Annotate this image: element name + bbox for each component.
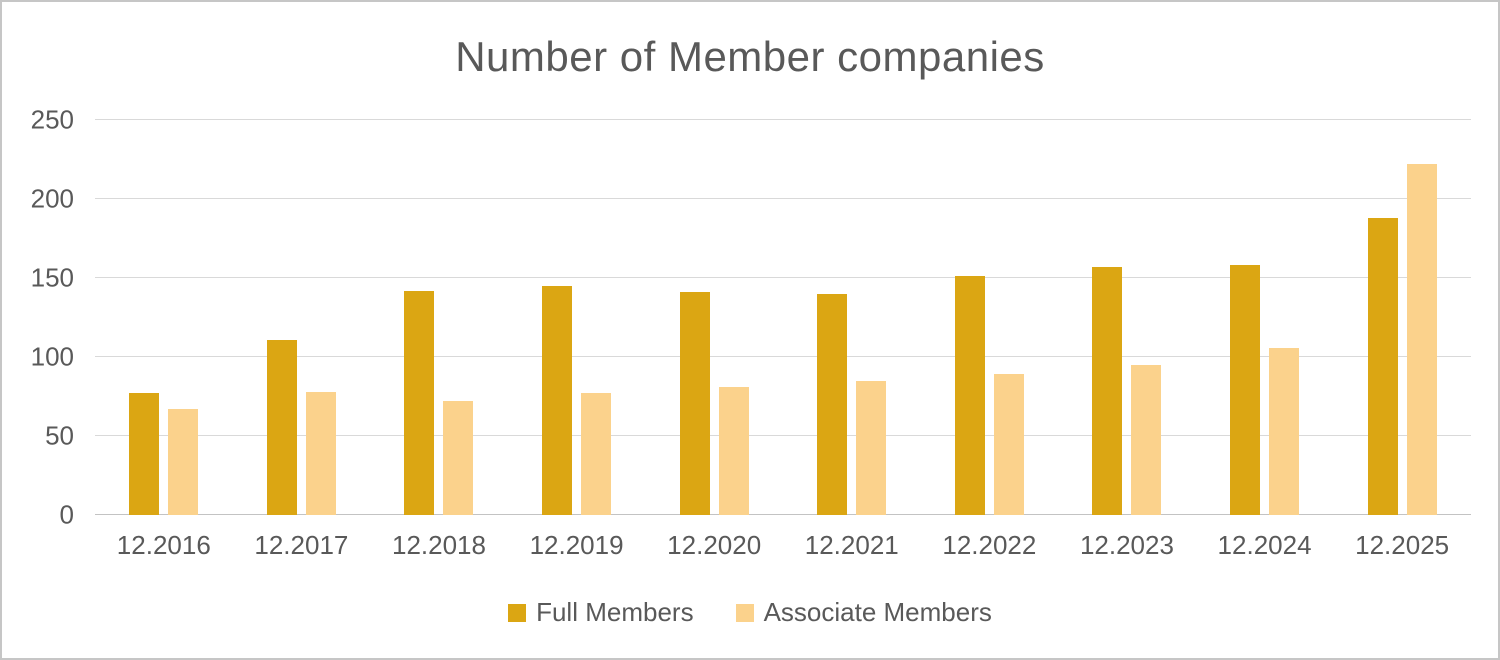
x-axis-tick-label: 12.2022	[942, 530, 1037, 560]
y-axis-tick-label: 50	[45, 420, 74, 451]
legend-swatch-associate-members-icon	[735, 603, 754, 622]
category-group	[233, 120, 371, 515]
y-axis-tick-label: 0	[59, 499, 74, 530]
x-axis-tick-label: 12.2025	[1355, 530, 1450, 560]
plot-area	[95, 119, 1471, 515]
bar-associate-members	[443, 401, 474, 515]
y-axis-tick-label: 250	[30, 104, 74, 135]
legend-item-full-members: Full Members	[508, 597, 694, 628]
bar-full-members	[1367, 217, 1398, 515]
x-axis-tick-label: 12.2018	[391, 530, 486, 560]
legend: Full Members Associate Members	[2, 597, 1498, 628]
y-axis-tick-label: 100	[30, 341, 74, 372]
bar-full-members	[404, 290, 435, 515]
bar-full-members	[266, 339, 297, 515]
legend-label-full-members: Full Members	[536, 597, 694, 627]
legend-swatch-full-members-icon	[508, 603, 527, 622]
legend-item-associate-members: Associate Members	[735, 597, 992, 628]
gridline	[95, 435, 1471, 436]
bar-associate-members	[1406, 164, 1437, 515]
x-axis-tick-label: 12.2023	[1079, 530, 1174, 560]
gridline	[95, 198, 1471, 199]
bar-full-members	[129, 393, 160, 515]
gridline	[95, 277, 1471, 278]
category-group	[783, 120, 921, 515]
category-group	[1058, 120, 1196, 515]
bar-full-members	[1230, 265, 1261, 515]
bar-associate-members	[718, 387, 749, 515]
x-axis-tick-label: 12.2024	[1217, 530, 1312, 560]
bar-full-members	[1092, 266, 1123, 515]
bars-container	[95, 120, 1471, 515]
gridline	[95, 119, 1471, 120]
bar-associate-members	[305, 391, 336, 515]
category-group	[95, 120, 233, 515]
category-group	[370, 120, 508, 515]
bar-associate-members	[581, 393, 612, 515]
x-axis-tick-label: 12.2017	[254, 530, 349, 560]
x-axis-tick-label: 12.2019	[529, 530, 624, 560]
bar-full-members	[954, 276, 985, 515]
category-group	[1333, 120, 1471, 515]
category-group	[508, 120, 646, 515]
bar-associate-members	[168, 409, 199, 515]
category-group	[1196, 120, 1334, 515]
category-group	[921, 120, 1059, 515]
bar-associate-members	[993, 374, 1024, 515]
chart-title: Number of Member companies	[455, 33, 1045, 80]
x-axis: 12.2016 12.2017 12.2018 12.2019 12.2020 12.20…	[95, 530, 1471, 561]
y-axis-tick-label: 200	[30, 183, 74, 214]
bar-associate-members	[1269, 347, 1300, 515]
bar-full-members	[817, 293, 848, 515]
bar-full-members	[679, 292, 710, 515]
x-axis-tick-label: 12.2016	[116, 530, 211, 560]
x-axis-tick-label: 12.2021	[804, 530, 899, 560]
x-axis-line	[95, 514, 1471, 515]
x-axis-tick-label: 12.2020	[667, 530, 762, 560]
category-group	[645, 120, 783, 515]
bar-full-members	[542, 285, 573, 515]
legend-label-associate-members: Associate Members	[763, 597, 992, 627]
bar-associate-members	[856, 380, 887, 515]
bar-associate-members	[1131, 364, 1162, 515]
gridline	[95, 356, 1471, 357]
y-axis-tick-label: 150	[30, 262, 74, 293]
